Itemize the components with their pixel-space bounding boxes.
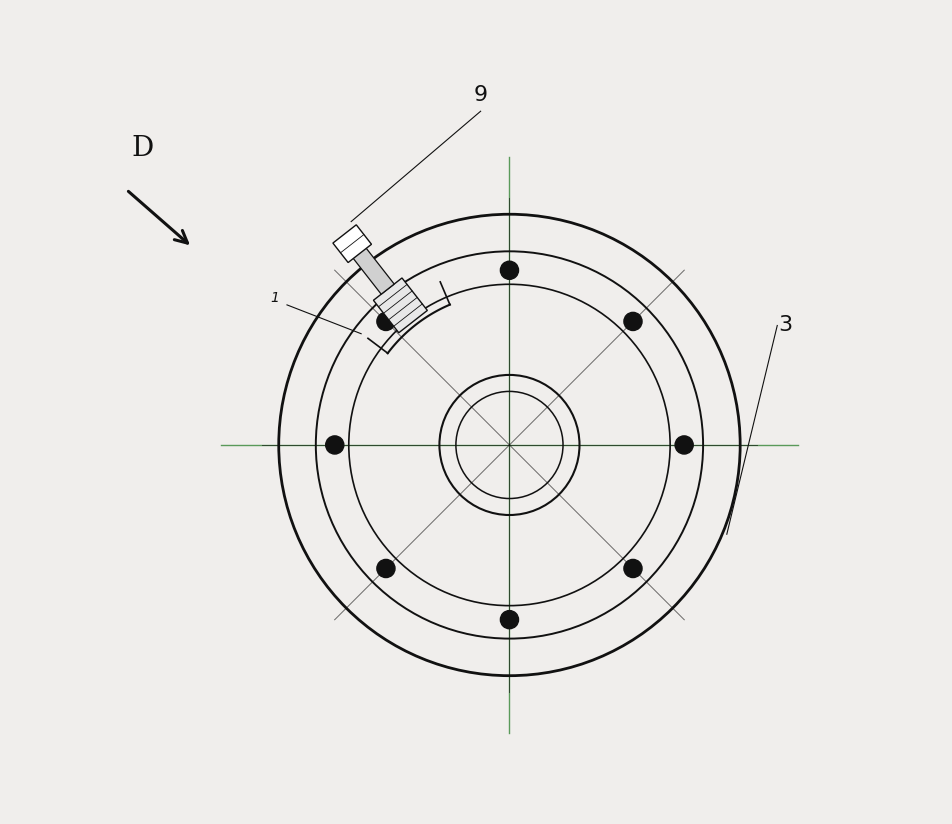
Text: 1: 1 xyxy=(270,292,279,305)
Polygon shape xyxy=(332,225,371,263)
Text: D: D xyxy=(131,135,153,162)
Circle shape xyxy=(326,436,344,454)
Circle shape xyxy=(624,559,642,578)
Text: 3: 3 xyxy=(778,316,792,335)
Polygon shape xyxy=(373,278,426,333)
Text: 9: 9 xyxy=(473,85,487,105)
Circle shape xyxy=(376,559,394,578)
Circle shape xyxy=(624,312,642,330)
Circle shape xyxy=(376,312,394,330)
Circle shape xyxy=(674,436,692,454)
Circle shape xyxy=(500,261,518,279)
Circle shape xyxy=(500,611,518,629)
Polygon shape xyxy=(350,245,394,294)
